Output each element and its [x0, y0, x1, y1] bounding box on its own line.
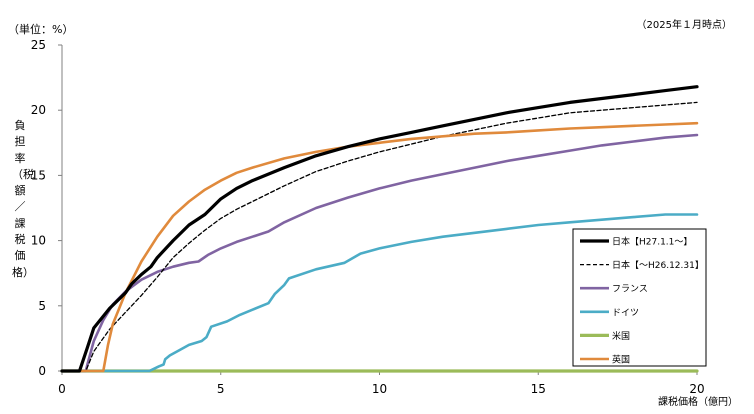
legend-label-2: フランス: [612, 284, 648, 295]
x-tick-label: 20: [689, 382, 704, 396]
y-tick-label: 5: [38, 299, 46, 313]
x-axis-label: 課税価格（億円）: [658, 397, 738, 408]
series-line-0: [60, 85, 699, 373]
y-tick-label: 10: [31, 234, 46, 248]
series-lines: [60, 85, 699, 373]
tick-labels: 0 5 10 15 20 25 0 5 10 15 20: [31, 38, 705, 396]
x-tick-label: 15: [531, 382, 546, 396]
y-tick-label: 25: [31, 38, 46, 52]
y-tick-label: 20: [31, 103, 46, 117]
series-line-5: [60, 121, 699, 373]
legend-label-1: 日本【～H26.12.31】: [612, 259, 704, 271]
y-tick-label: 15: [31, 168, 46, 182]
series-line-3: [60, 213, 699, 373]
legend-label-5: 英国: [612, 354, 630, 366]
legend-box: [572, 228, 707, 367]
x-tick-label: 5: [217, 382, 225, 396]
x-tick-label: 0: [58, 382, 66, 396]
legend-label-3: ドイツ: [612, 308, 639, 318]
legend-label-0: 日本【H27.1.1～】: [612, 236, 692, 248]
date-note: （2025年１月時点）: [636, 20, 732, 31]
y-tick-label: 0: [38, 364, 46, 378]
x-tick-label: 10: [372, 382, 387, 396]
series-line-1: [61, 101, 698, 372]
unit-label: （単位：%）: [8, 23, 74, 36]
legend-label-4: 米国: [612, 330, 630, 342]
